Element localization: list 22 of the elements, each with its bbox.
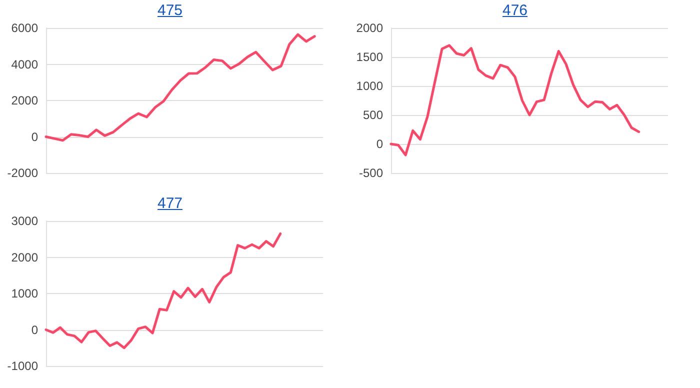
y-tick-label: 6000 [11, 21, 38, 35]
y-tick-label: 500 [362, 108, 384, 122]
y-tick-label: 1000 [11, 286, 38, 300]
y-tick-label: 0 [31, 130, 38, 144]
chart-title: 477 [156, 195, 184, 212]
line-series [44, 232, 282, 350]
y-tick-label: 0 [376, 137, 384, 151]
chart-title: 476 [501, 2, 529, 19]
y-tick-label: 4000 [11, 57, 38, 72]
y-tick-label: -1000 [7, 359, 38, 373]
line-series [44, 33, 316, 142]
y-tick-label: 2000 [356, 21, 384, 35]
y-tick-label: 2000 [11, 94, 38, 108]
line-series [390, 44, 640, 156]
chart-title: 475 [156, 2, 184, 19]
y-tick-label: 1500 [356, 50, 384, 64]
y-tick-label: 3000 [11, 214, 38, 228]
y-tick-label: 1000 [356, 79, 384, 93]
y-tick-label: 0 [31, 322, 38, 337]
y-tick-label: 2000 [11, 250, 38, 264]
y-tick-label: -500 [358, 166, 384, 180]
y-tick-label: -2000 [7, 166, 38, 180]
